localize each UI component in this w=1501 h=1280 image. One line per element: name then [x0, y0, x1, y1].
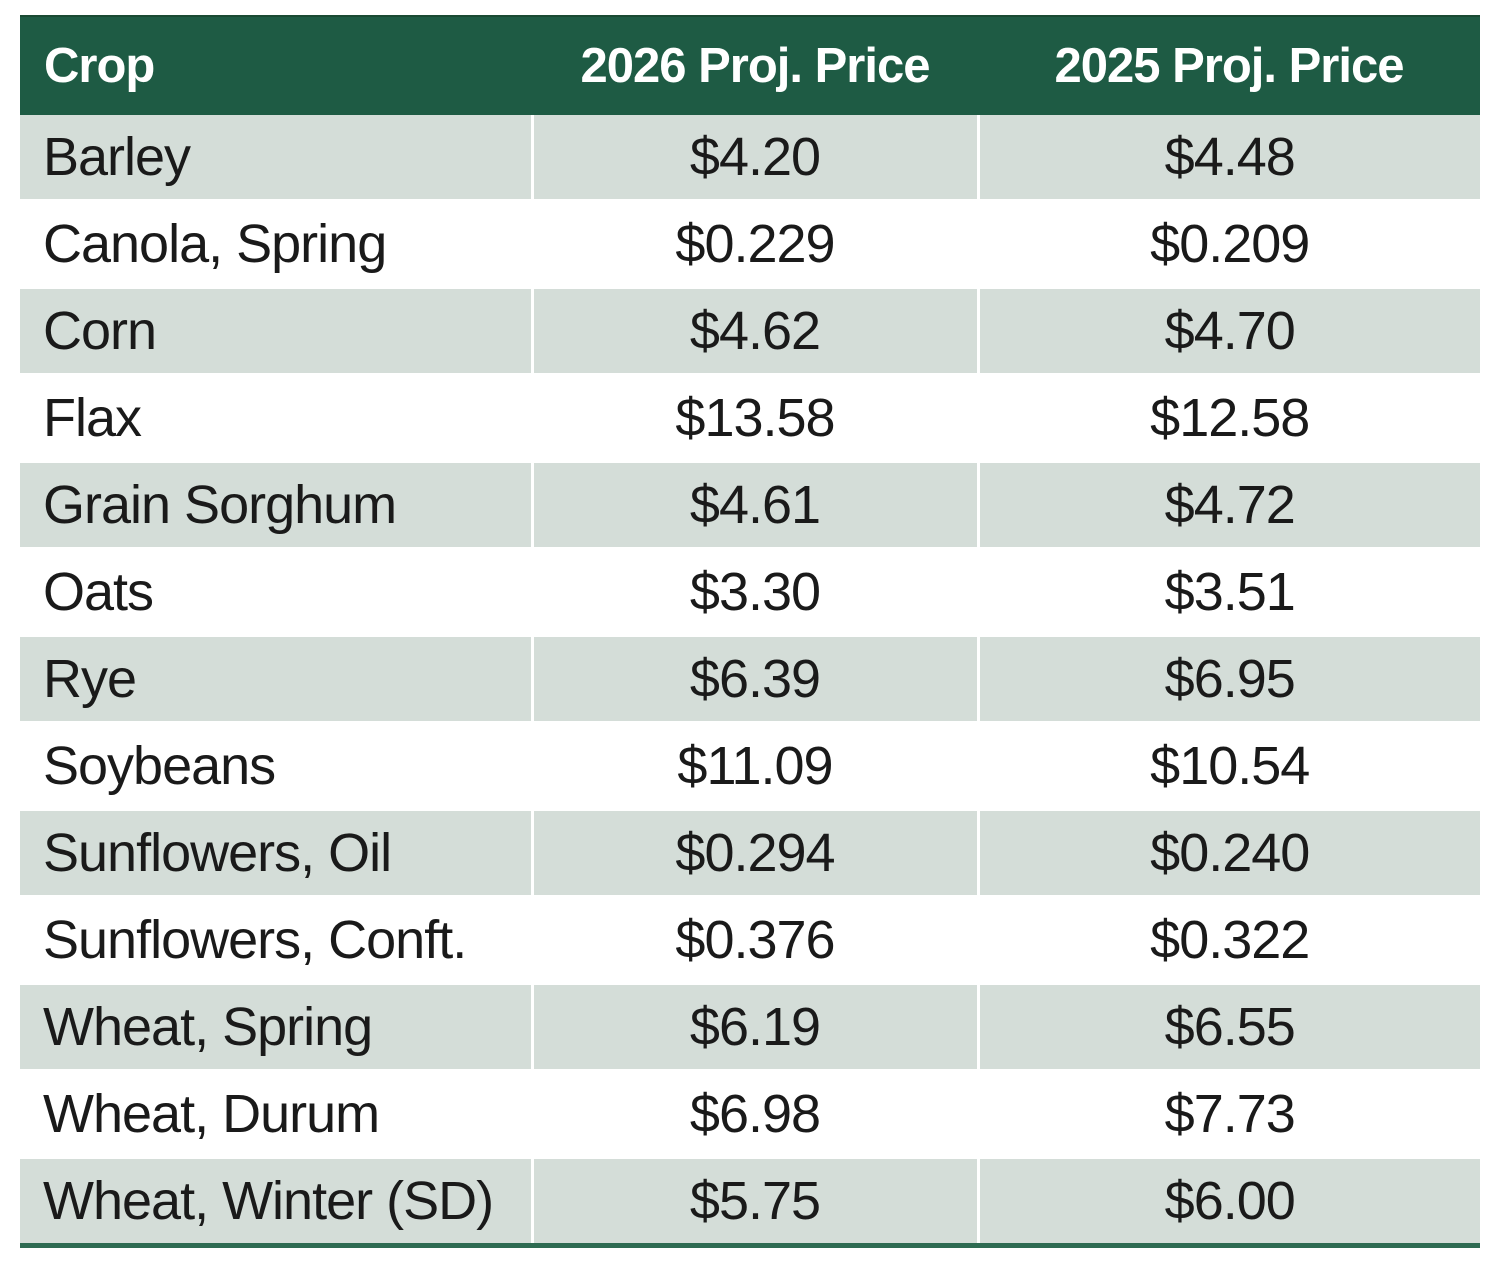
- price-2026-cell: $11.09: [530, 721, 978, 810]
- price-2026-cell: $0.376: [530, 895, 978, 984]
- table-row: Sunflowers, Conft. $0.376 $0.322: [20, 895, 1480, 984]
- crop-name-cell: Canola, Spring: [20, 199, 532, 288]
- price-2025-cell: $12.58: [976, 373, 1480, 462]
- price-2026-cell: $4.62: [530, 286, 978, 375]
- price-2025-cell: $0.240: [976, 808, 1480, 897]
- price-2026-cell: $0.294: [530, 808, 978, 897]
- price-2025-cell: $0.209: [976, 199, 1480, 288]
- price-2025-cell: $6.95: [976, 634, 1480, 723]
- table-row: Grain Sorghum $4.61 $4.72: [20, 460, 1480, 549]
- price-2026-cell: $5.75: [530, 1156, 978, 1246]
- price-2025-cell: $10.54: [976, 721, 1480, 810]
- price-2025-cell: $6.00: [976, 1156, 1480, 1246]
- crop-name-cell: Corn: [20, 286, 532, 375]
- table-row: Rye $6.39 $6.95: [20, 634, 1480, 723]
- table-row: Flax $13.58 $12.58: [20, 373, 1480, 462]
- header-row: Crop 2026 Proj. Price 2025 Proj. Price: [20, 16, 1480, 115]
- price-2026-cell: $6.39: [530, 634, 978, 723]
- price-2026-cell: $6.19: [530, 982, 978, 1071]
- price-2026-cell: $4.61: [530, 460, 978, 549]
- crop-name-cell: Wheat, Durum: [20, 1069, 532, 1158]
- table-row: Oats $3.30 $3.51: [20, 547, 1480, 636]
- price-2026-cell: $13.58: [530, 373, 978, 462]
- crop-name-cell: Oats: [20, 547, 532, 636]
- price-2026-cell: $3.30: [530, 547, 978, 636]
- crop-name-cell: Sunflowers, Oil: [20, 808, 532, 897]
- price-2026-cell: $4.20: [530, 115, 978, 201]
- crop-name-cell: Barley: [20, 115, 532, 201]
- crop-name-cell: Sunflowers, Conft.: [20, 895, 532, 984]
- price-2025-cell: $4.72: [976, 460, 1480, 549]
- price-2025-cell: $0.322: [976, 895, 1480, 984]
- col-header-2026-proj-price: 2026 Proj. Price: [532, 16, 978, 115]
- col-header-crop: Crop: [20, 16, 532, 115]
- price-2025-cell: $3.51: [976, 547, 1480, 636]
- crop-name-cell: Wheat, Winter (SD): [20, 1156, 532, 1246]
- price-2025-cell: $4.48: [976, 115, 1480, 201]
- price-2025-cell: $6.55: [976, 982, 1480, 1071]
- table-row: Canola, Spring $0.229 $0.209: [20, 199, 1480, 288]
- table-row: Wheat, Winter (SD) $5.75 $6.00: [20, 1156, 1480, 1246]
- table-row: Corn $4.62 $4.70: [20, 286, 1480, 375]
- table-row: Sunflowers, Oil $0.294 $0.240: [20, 808, 1480, 897]
- table-row: Soybeans $11.09 $10.54: [20, 721, 1480, 810]
- price-2026-cell: $6.98: [530, 1069, 978, 1158]
- price-2025-cell: $4.70: [976, 286, 1480, 375]
- crop-name-cell: Grain Sorghum: [20, 460, 532, 549]
- price-2026-cell: $0.229: [530, 199, 978, 288]
- table-row: Wheat, Spring $6.19 $6.55: [20, 982, 1480, 1071]
- crop-price-table: Crop 2026 Proj. Price 2025 Proj. Price B…: [20, 15, 1480, 1248]
- price-2025-cell: $7.73: [976, 1069, 1480, 1158]
- crop-name-cell: Wheat, Spring: [20, 982, 532, 1071]
- crop-name-cell: Soybeans: [20, 721, 532, 810]
- table-row: Barley $4.20 $4.48: [20, 115, 1480, 201]
- col-header-2025-proj-price: 2025 Proj. Price: [978, 16, 1480, 115]
- table-row: Wheat, Durum $6.98 $7.73: [20, 1069, 1480, 1158]
- crop-name-cell: Flax: [20, 373, 532, 462]
- crop-name-cell: Rye: [20, 634, 532, 723]
